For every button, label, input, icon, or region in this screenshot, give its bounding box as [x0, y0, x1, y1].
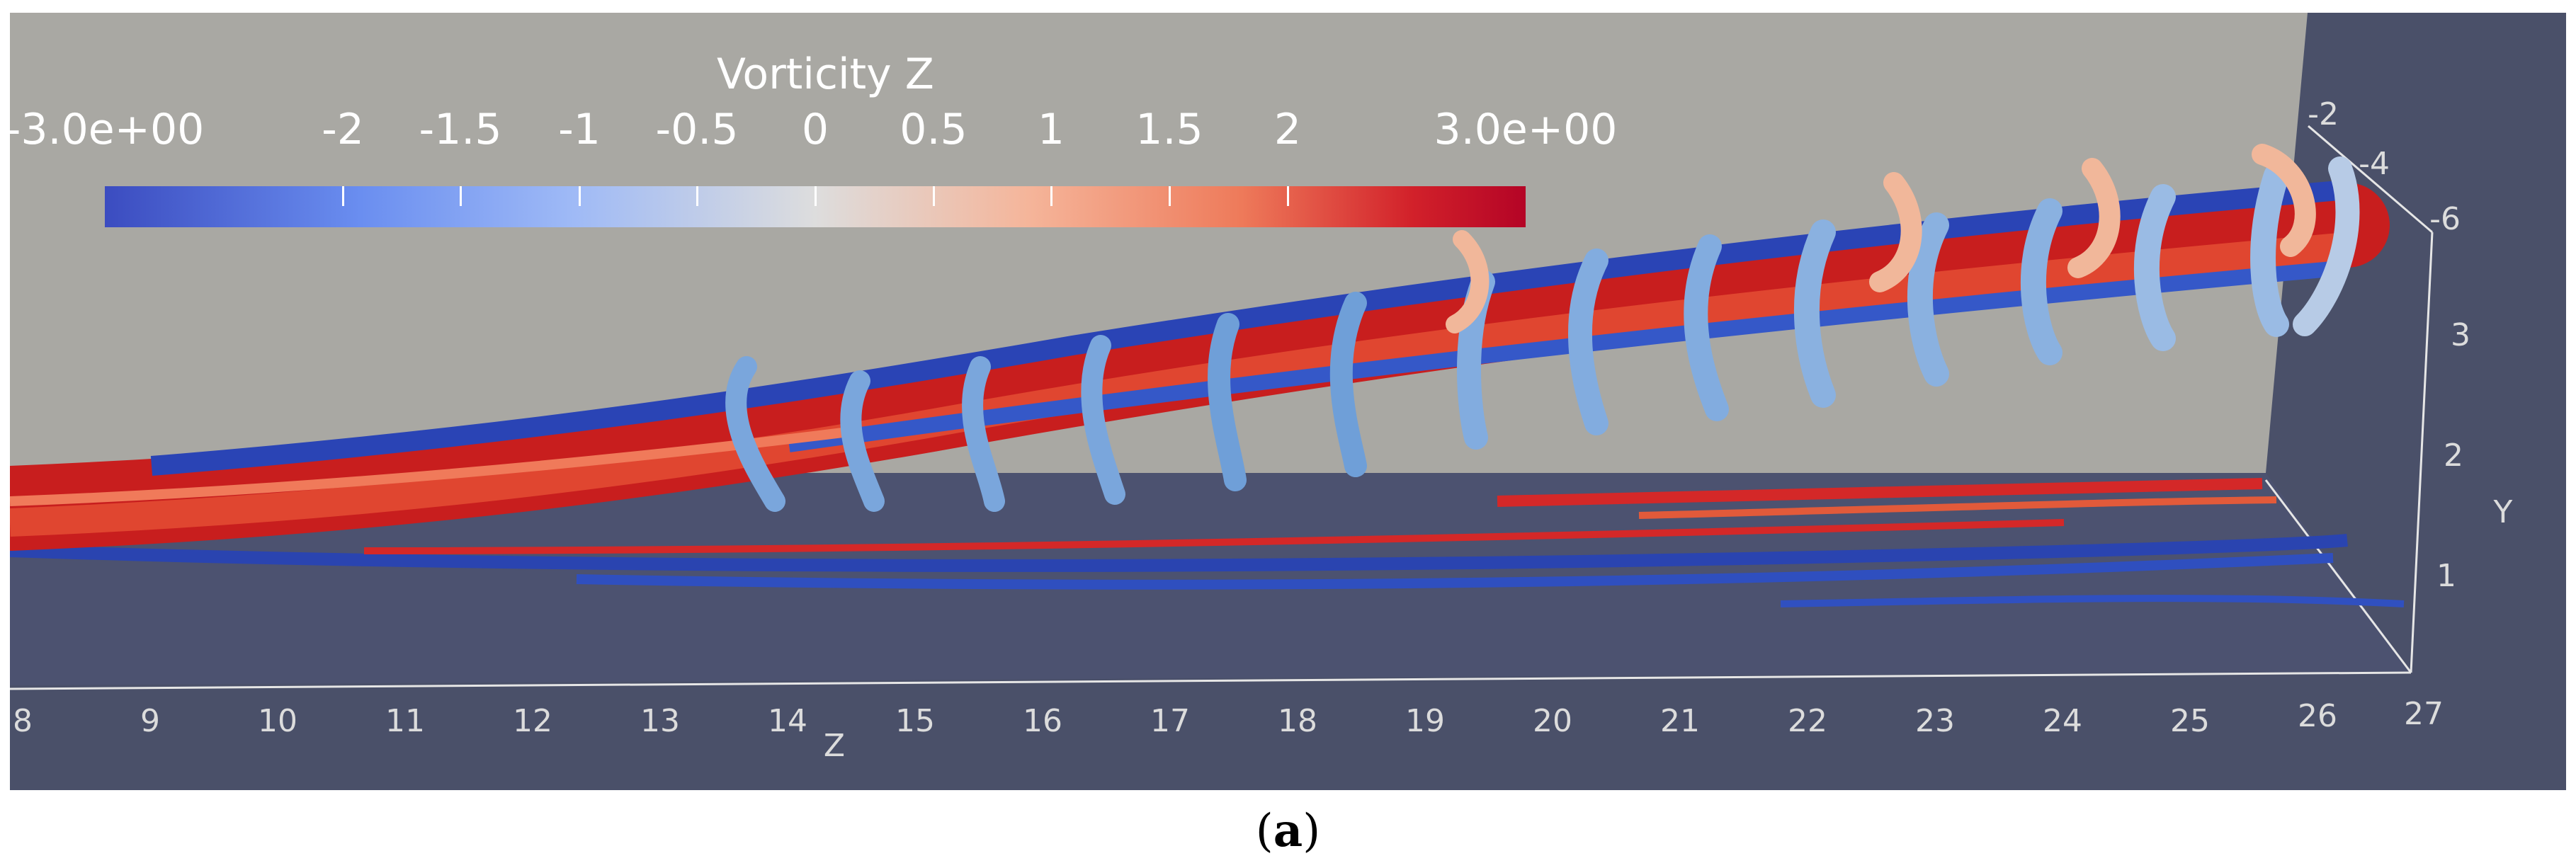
colorbar-tick: 2: [1273, 105, 1302, 154]
z-tick: 12: [513, 703, 552, 739]
y-tick: 1: [2436, 558, 2456, 594]
z-tick: 23: [1915, 703, 1955, 739]
vortex-scene: [10, 13, 2434, 690]
z-tick: 22: [1788, 703, 1827, 739]
z-tick: 9: [140, 703, 160, 739]
figure-caption: (a): [0, 804, 2576, 857]
z-tick: 20: [1533, 703, 1572, 739]
colorbar-title: Vorticity Z: [717, 50, 934, 99]
x-tick: -2: [2308, 96, 2339, 132]
caption-close: ): [1303, 805, 1321, 857]
colorbar-tick: 0: [801, 105, 829, 154]
colorbar-tick-mark: [342, 186, 344, 206]
z-tick: 26: [2298, 698, 2337, 734]
colorbar-tick-mark: [1169, 186, 1171, 206]
z-tick: 11: [385, 703, 425, 739]
colorbar-tick-mark: [696, 186, 698, 206]
z-tick: 25: [2170, 703, 2210, 739]
colorbar-tick-mark: [1050, 186, 1052, 206]
z-tick: 8: [13, 703, 33, 739]
z-axis-label: Z: [823, 728, 846, 764]
y-tick: 2: [2444, 438, 2463, 474]
colorbar-tick-mark: [460, 186, 462, 206]
z-tick: 10: [258, 703, 297, 739]
x-tick: -4: [2359, 146, 2390, 182]
z-tick: 21: [1660, 703, 1700, 739]
z-tick: 27: [2404, 696, 2444, 732]
colorbar-tick: 3.0e+00: [1434, 105, 1618, 154]
colorbar-tick-mark: [1287, 186, 1289, 206]
wake-streaks: [10, 478, 2405, 607]
colorbar-tick: -1: [558, 105, 601, 154]
z-tick: 14: [768, 703, 807, 739]
colorbar-tick: 1: [1037, 105, 1065, 154]
y-tick: 3: [2451, 317, 2470, 353]
axis-box: [10, 125, 2434, 690]
colorbar-tick-mark: [579, 186, 581, 206]
colorbar-tick: -1.5: [419, 105, 502, 154]
x-tick: -6: [2429, 201, 2461, 237]
z-tick: 13: [640, 703, 680, 739]
colorbar-tick-mark: [815, 186, 817, 206]
z-tick: 24: [2043, 703, 2082, 739]
z-tick: 16: [1023, 703, 1062, 739]
y-axis-label: Y: [2493, 494, 2513, 530]
colorbar-tick: 0.5: [900, 105, 968, 154]
colorbar-tick: -3.0e+00: [10, 105, 205, 154]
visualization-viewport: Vorticity Z -3.0e+00 -2 -1.5 -1 -0.5 0 0…: [10, 13, 2566, 790]
colorbar-tick: -0.5: [655, 105, 739, 154]
z-tick: 18: [1278, 703, 1317, 739]
caption-open: (: [1255, 805, 1273, 857]
caption-letter: a: [1273, 804, 1303, 857]
helical-tubes: [725, 144, 2360, 512]
z-tick: 19: [1405, 703, 1445, 739]
z-tick: 15: [895, 703, 935, 739]
back-wall: [10, 13, 2308, 508]
colorbar-tick-mark: [933, 186, 935, 206]
z-tick: 17: [1150, 703, 1190, 739]
colorbar-tick: 1.5: [1135, 105, 1203, 154]
colorbar-tick: -2: [322, 105, 364, 154]
